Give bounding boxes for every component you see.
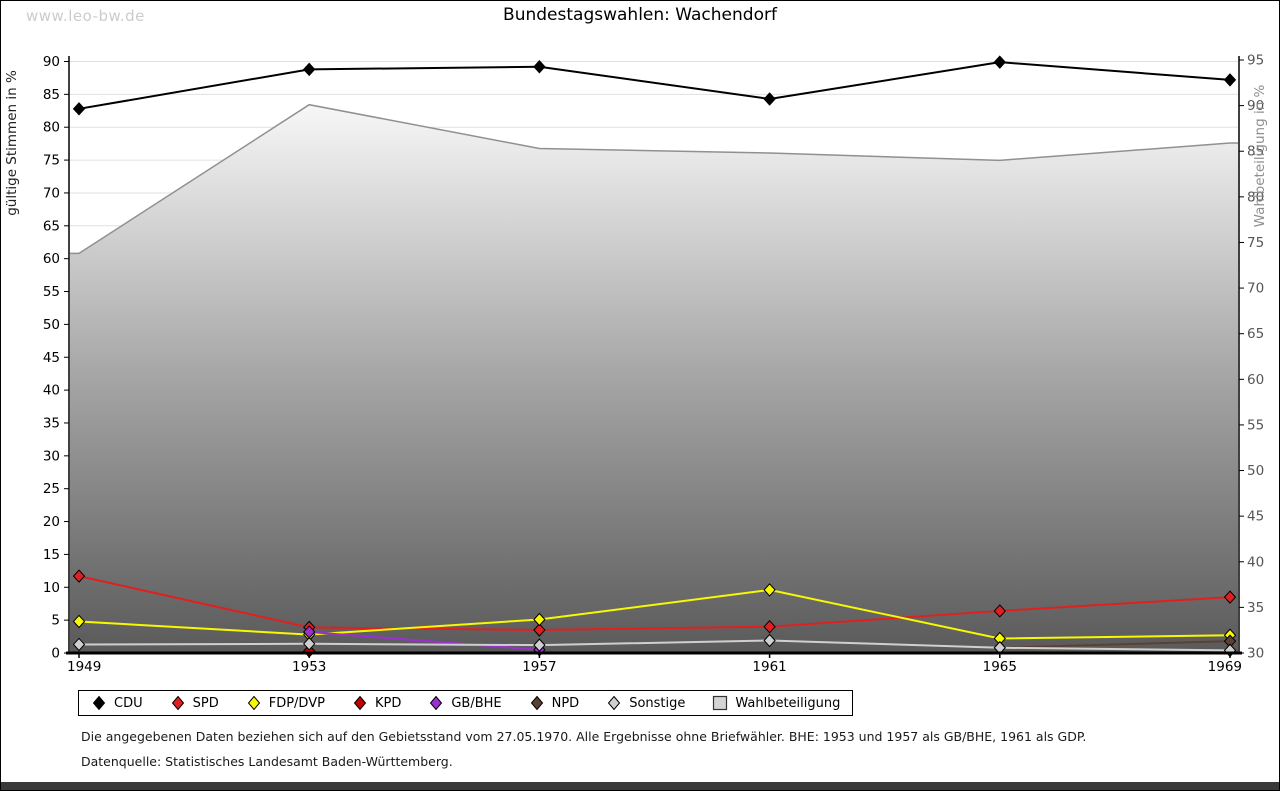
turnout-square-icon <box>713 695 728 711</box>
legend-item-fdp-dvp: FDP/DVP <box>246 695 325 711</box>
chart-legend: CDU SPD FDP/DVP KPD GB/BHE NPD Sonstige Wahlbet… <box>78 690 854 716</box>
svg-text:60: 60 <box>43 251 60 267</box>
svg-text:5: 5 <box>51 613 60 629</box>
legend-label: NPD <box>551 695 580 711</box>
svg-text:75: 75 <box>1247 235 1264 251</box>
legend-label: CDU <box>114 695 143 711</box>
svg-text:20: 20 <box>43 514 60 530</box>
party-diamond-icon <box>92 695 106 711</box>
svg-text:30: 30 <box>1247 646 1264 662</box>
svg-text:gültige Stimmen in %: gültige Stimmen in % <box>4 70 20 216</box>
svg-text:90: 90 <box>1247 98 1264 114</box>
legend-item-gb-bhe: GB/BHE <box>428 695 502 711</box>
legend-label: GB/BHE <box>451 695 502 711</box>
party-diamond-icon <box>430 695 443 711</box>
svg-text:15: 15 <box>43 547 60 563</box>
svg-text:80: 80 <box>1247 189 1264 205</box>
legend-item-cdu: CDU <box>91 695 143 711</box>
svg-text:60: 60 <box>1247 372 1264 388</box>
svg-text:1953: 1953 <box>292 659 326 675</box>
svg-text:90: 90 <box>43 54 60 70</box>
svg-text:80: 80 <box>43 120 60 136</box>
legend-label: KPD <box>374 695 402 711</box>
svg-text:55: 55 <box>43 284 60 300</box>
legend-label: Wahlbeteiligung <box>735 695 841 711</box>
svg-text:10: 10 <box>43 580 60 596</box>
svg-text:1949: 1949 <box>67 659 101 675</box>
svg-text:95: 95 <box>1247 53 1264 69</box>
svg-text:85: 85 <box>1247 144 1264 160</box>
svg-text:35: 35 <box>43 415 60 431</box>
svg-text:1961: 1961 <box>752 659 786 675</box>
svg-text:65: 65 <box>43 218 60 234</box>
svg-text:70: 70 <box>43 185 60 201</box>
legend-item-sonstige: Sonstige <box>606 695 685 711</box>
window-bottom-bar <box>1 782 1279 790</box>
svg-text:40: 40 <box>43 383 60 399</box>
legend-label: SPD <box>192 695 219 711</box>
svg-text:1969: 1969 <box>1208 659 1242 675</box>
legend-item-wahlbeteiligung: Wahlbeteiligung <box>712 695 840 711</box>
party-diamond-icon <box>353 695 367 711</box>
svg-text:25: 25 <box>43 481 60 497</box>
party-diamond-icon <box>171 695 184 711</box>
svg-text:75: 75 <box>43 153 60 169</box>
svg-text:35: 35 <box>1247 600 1264 616</box>
legend-label: Sonstige <box>629 695 686 711</box>
svg-text:0: 0 <box>51 646 60 662</box>
svg-text:50: 50 <box>43 317 60 333</box>
svg-text:45: 45 <box>43 350 60 366</box>
legend-label: FDP/DVP <box>268 695 325 711</box>
svg-text:50: 50 <box>1247 463 1264 479</box>
page-title: Bundestagswahlen: Wachendorf <box>503 5 777 25</box>
svg-text:40: 40 <box>1247 554 1264 570</box>
footnote-gebietsstand: Die angegebenen Daten beziehen sich auf … <box>81 729 1087 744</box>
election-line-chart: 0 5 10 15 20 25 30 35 40 45 50 55 60 65 70 75 80 85 90 30 35… <box>4 53 1268 676</box>
legend-item-npd: NPD <box>529 695 580 711</box>
svg-text:55: 55 <box>1247 417 1264 433</box>
party-diamond-icon <box>530 695 543 711</box>
svg-text:70: 70 <box>1247 281 1264 297</box>
svg-text:45: 45 <box>1247 509 1264 525</box>
svg-text:30: 30 <box>43 448 60 464</box>
leo-bw-watermark: www.leo-bw.de <box>26 7 145 25</box>
svg-text:65: 65 <box>1247 326 1264 342</box>
svg-text:1965: 1965 <box>983 659 1017 675</box>
legend-item-kpd: KPD <box>352 695 401 711</box>
svg-text:85: 85 <box>43 87 60 103</box>
party-diamond-icon <box>247 695 260 711</box>
svg-text:1957: 1957 <box>522 659 556 675</box>
svg-text:Wahlbeteiligung in %: Wahlbeteiligung in % <box>1252 84 1268 227</box>
party-diamond-icon <box>608 695 621 711</box>
legend-item-spd: SPD <box>170 695 219 711</box>
footnote-datenquelle: Datenquelle: Statistisches Landesamt Bad… <box>81 754 453 769</box>
